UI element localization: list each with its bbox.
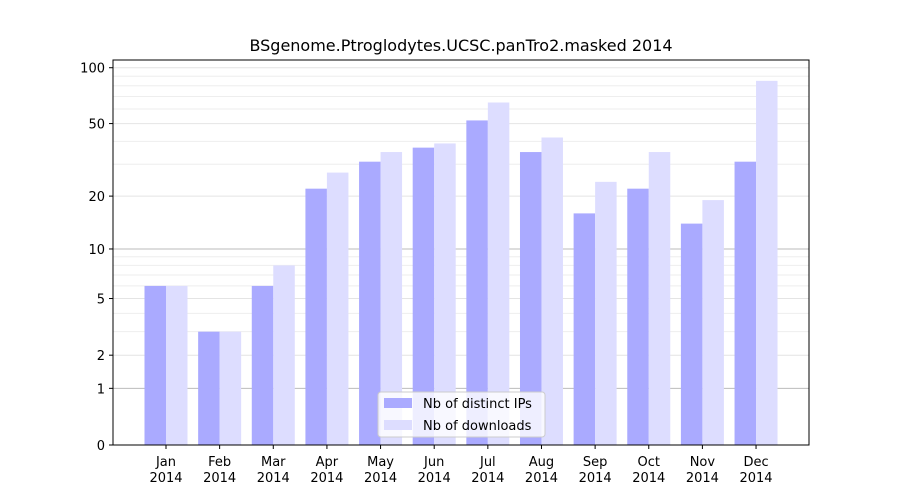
bar-downloads [702, 200, 724, 445]
x-tick-label-month: May [367, 455, 394, 470]
bar-downloads [326, 172, 349, 445]
bars-layer [144, 80, 778, 446]
x-tick-label-month: Jun [423, 455, 444, 470]
x-tick-label-month: Jan [155, 455, 176, 470]
bar-distinct-ips [734, 161, 757, 445]
x-tick-label-month: Aug [529, 455, 554, 470]
x-tick-label-month: Sep [583, 455, 608, 470]
legend-swatch [384, 398, 412, 408]
legend: Nb of distinct IPs Nb of downloads [377, 391, 546, 438]
y-tick-label: 5 [97, 293, 105, 308]
y-tick-label: 2 [97, 349, 105, 364]
x-tick-label-year: 2014 [149, 471, 182, 486]
y-tick-label: 50 [88, 118, 105, 133]
legend-box [377, 391, 546, 438]
y-tick-label: 0 [97, 439, 105, 454]
bar-distinct-ips [412, 147, 435, 445]
bar-downloads [541, 137, 563, 446]
x-axis: Jan2014Feb2014Mar2014Apr2014May2014Jun20… [149, 445, 773, 486]
x-tick-label-year: 2014 [525, 471, 558, 486]
bar-downloads [219, 331, 242, 445]
x-tick-label-year: 2014 [686, 471, 719, 486]
bar-downloads [756, 80, 778, 446]
legend-label: Nb of downloads [423, 419, 532, 434]
bar-distinct-ips [680, 223, 703, 445]
y-tick-label: 100 [80, 62, 105, 77]
x-tick-label-month: Dec [743, 455, 768, 470]
plot-frame [112, 59, 810, 446]
x-tick-label-year: 2014 [632, 471, 665, 486]
legend-swatch [384, 420, 412, 430]
bar-distinct-ips [573, 213, 596, 445]
x-tick-label-year: 2014 [418, 471, 451, 486]
chart-title: BSgenome.Ptroglodytes.UCSC.panTro2.maske… [249, 36, 672, 55]
y-tick-label: 10 [88, 243, 105, 258]
x-tick-label-year: 2014 [203, 471, 236, 486]
y-axis: 0 1 2 5 10 20 50 100 [80, 62, 113, 454]
x-tick-label-year: 2014 [579, 471, 612, 486]
bar-downloads [380, 152, 403, 445]
x-tick-label-year: 2014 [739, 471, 772, 486]
bar-distinct-ips [198, 331, 220, 445]
bar-downloads [595, 181, 617, 446]
y-tick-label: 1 [97, 382, 105, 397]
bar-downloads [166, 285, 188, 445]
bar-distinct-ips [627, 188, 649, 445]
bar-distinct-ips [144, 285, 166, 445]
x-tick-label-year: 2014 [471, 471, 504, 486]
bar-distinct-ips [305, 188, 327, 445]
x-tick-label-month: Jul [479, 455, 496, 470]
x-tick-label-month: Feb [208, 455, 231, 470]
bar-downloads [434, 143, 456, 445]
bar-downloads [487, 102, 510, 446]
x-tick-label-year: 2014 [310, 471, 343, 486]
x-tick-label-month: Nov [690, 455, 716, 470]
y-tick-label: 20 [88, 190, 105, 205]
bar-downloads [648, 152, 671, 445]
bar-distinct-ips [251, 285, 274, 445]
x-tick-label-month: Oct [638, 455, 660, 470]
x-tick-label-month: Apr [316, 455, 339, 470]
bar-downloads [273, 265, 295, 445]
bar-distinct-ips [359, 161, 381, 445]
legend-label: Nb of distinct IPs [423, 397, 532, 412]
bar-distinct-ips [466, 120, 488, 445]
bar-distinct-ips [519, 152, 542, 445]
x-tick-label-month: Mar [261, 455, 286, 470]
x-tick-label-year: 2014 [364, 471, 397, 486]
x-tick-label-year: 2014 [257, 471, 290, 486]
